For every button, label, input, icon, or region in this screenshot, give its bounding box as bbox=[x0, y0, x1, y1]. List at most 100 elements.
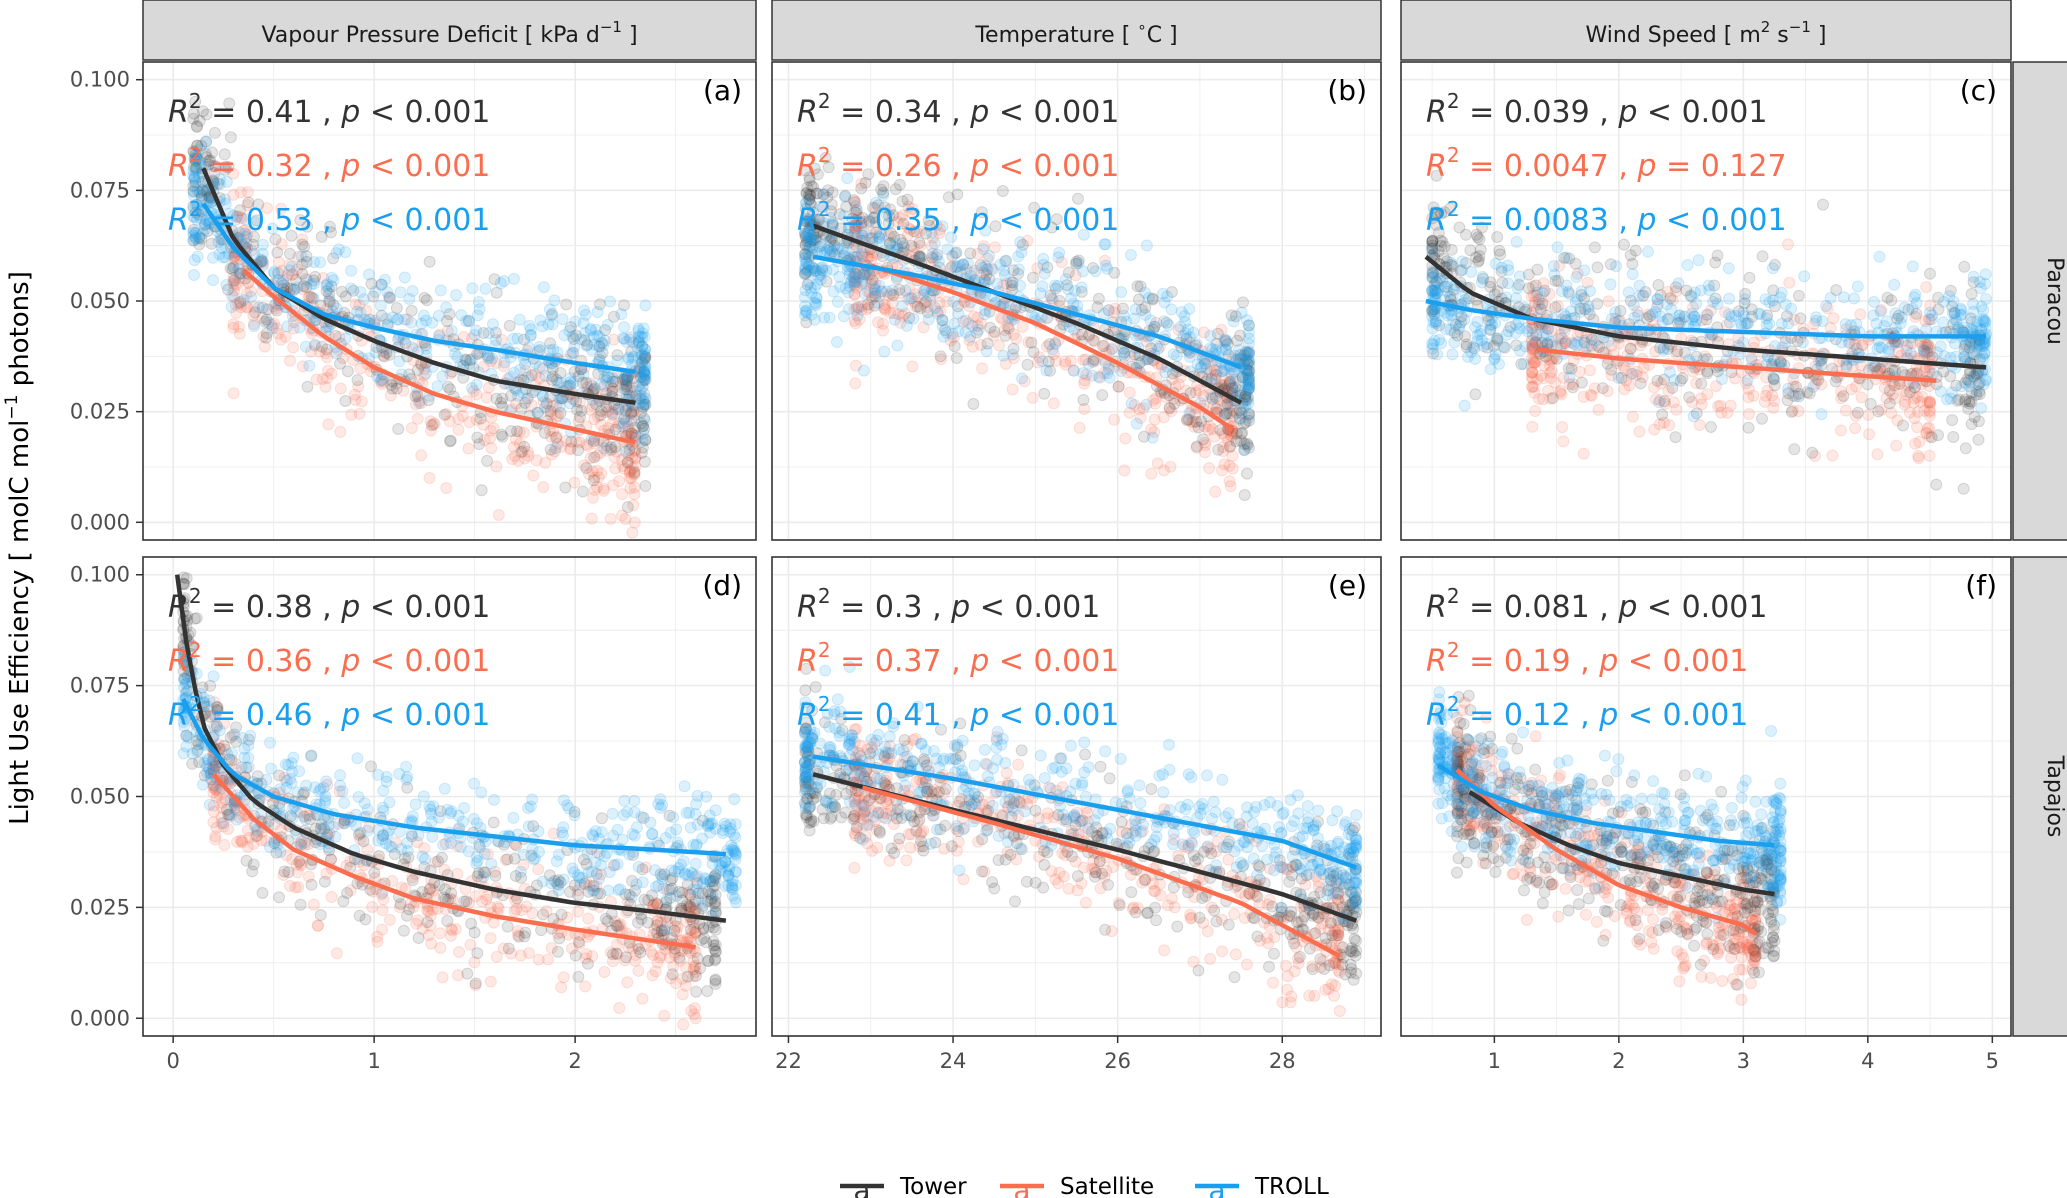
data-point-tower bbox=[618, 383, 631, 396]
data-point-troll bbox=[413, 397, 426, 409]
data-point-troll bbox=[848, 275, 861, 288]
data-point-tower bbox=[481, 454, 494, 467]
data-point-satellite bbox=[227, 261, 240, 274]
data-point-troll bbox=[240, 230, 253, 243]
data-point-tower bbox=[803, 193, 816, 206]
data-point-troll bbox=[202, 194, 215, 207]
data-point-tower bbox=[691, 952, 704, 965]
data-point-troll bbox=[1242, 374, 1255, 387]
data-point-tower bbox=[224, 262, 237, 275]
space bbox=[1024, 203, 1034, 238]
data-point-tower bbox=[339, 395, 352, 407]
data-point-satellite bbox=[848, 288, 861, 301]
data-point-satellite bbox=[1923, 449, 1936, 462]
data-point-troll bbox=[451, 351, 464, 364]
data-point-troll bbox=[1759, 293, 1772, 306]
data-point-tower bbox=[896, 195, 909, 208]
data-point-tower bbox=[1236, 371, 1249, 384]
data-point-troll bbox=[188, 254, 201, 267]
data-point-troll bbox=[323, 293, 336, 306]
data-point-troll bbox=[815, 239, 828, 252]
data-point-troll bbox=[1668, 374, 1681, 386]
data-point-troll bbox=[219, 251, 232, 264]
data-point-troll bbox=[330, 247, 343, 260]
data-point-tower bbox=[519, 396, 532, 409]
data-point-tower bbox=[293, 855, 306, 868]
data-point-satellite bbox=[963, 334, 976, 347]
data-point-troll bbox=[1237, 402, 1250, 414]
data-point-troll bbox=[932, 255, 945, 268]
data-point-tower bbox=[503, 319, 516, 332]
data-point-tower bbox=[187, 179, 200, 192]
data-point-tower bbox=[462, 314, 475, 327]
data-point-troll bbox=[1964, 375, 1977, 388]
data-point-satellite bbox=[893, 287, 906, 300]
data-point-satellite bbox=[302, 291, 315, 303]
data-point-troll bbox=[188, 211, 201, 224]
data-point-tower bbox=[406, 874, 419, 887]
data-point-satellite bbox=[647, 948, 659, 961]
data-point-tower bbox=[1223, 407, 1236, 420]
data-point-satellite bbox=[1742, 391, 1755, 404]
data-point-troll bbox=[830, 336, 843, 348]
data-point-satellite bbox=[622, 449, 635, 461]
data-point-troll bbox=[953, 259, 966, 272]
data-point-troll bbox=[638, 365, 651, 378]
data-point-troll bbox=[949, 261, 962, 274]
data-point-tower bbox=[464, 354, 477, 366]
data-point-satellite bbox=[581, 381, 594, 394]
data-point-tower bbox=[1792, 289, 1805, 302]
data-point-satellite bbox=[470, 388, 483, 401]
data-point-troll bbox=[194, 212, 207, 224]
data-point-satellite bbox=[1911, 421, 1924, 434]
data-point-troll bbox=[986, 263, 999, 276]
data-point-satellite bbox=[477, 418, 490, 431]
data-point-troll bbox=[811, 278, 824, 291]
data-point-satellite bbox=[1620, 374, 1633, 387]
data-point-troll bbox=[850, 276, 863, 289]
data-point-satellite bbox=[598, 966, 611, 978]
data-point-troll bbox=[227, 209, 240, 222]
p-symbol: p bbox=[340, 149, 360, 184]
data-point-troll bbox=[577, 317, 590, 330]
data-point-tower bbox=[337, 895, 350, 908]
data-point-satellite bbox=[855, 300, 868, 312]
data-point-tower bbox=[1242, 441, 1255, 454]
data-point-satellite bbox=[1108, 413, 1121, 426]
data-point-tower bbox=[409, 390, 422, 403]
data-point-troll bbox=[946, 327, 959, 340]
data-point-satellite bbox=[962, 300, 975, 313]
data-point-troll bbox=[593, 330, 606, 343]
data-point-tower bbox=[1043, 338, 1056, 351]
r-squared-superscript: 2 bbox=[1447, 197, 1460, 221]
data-point-troll bbox=[1205, 372, 1218, 385]
data-point-satellite bbox=[509, 433, 522, 446]
data-point-troll bbox=[1037, 252, 1050, 265]
data-point-tower bbox=[189, 154, 202, 167]
data-point-troll bbox=[799, 212, 812, 225]
data-point-troll bbox=[1175, 306, 1188, 318]
data-point-satellite bbox=[1618, 383, 1631, 396]
data-point-tower bbox=[1624, 342, 1637, 355]
data-point-satellite bbox=[902, 221, 914, 234]
data-point-troll bbox=[277, 274, 290, 287]
data-point-satellite bbox=[1218, 429, 1231, 442]
data-point-tower bbox=[189, 95, 202, 108]
data-point-troll bbox=[1532, 298, 1545, 311]
data-point-troll bbox=[1006, 348, 1019, 361]
data-point-satellite bbox=[898, 241, 911, 254]
data-point-troll bbox=[558, 329, 571, 342]
data-point-satellite bbox=[595, 418, 608, 431]
data-point-troll bbox=[207, 274, 219, 287]
data-point-troll bbox=[1242, 371, 1255, 384]
space bbox=[1637, 95, 1647, 130]
data-point-satellite bbox=[227, 188, 240, 201]
data-point-troll bbox=[870, 196, 882, 209]
data-point-satellite bbox=[1729, 372, 1741, 385]
data-point-troll bbox=[802, 226, 815, 239]
data-point-troll bbox=[977, 243, 990, 256]
data-point-troll bbox=[1738, 293, 1751, 306]
data-point-tower bbox=[1190, 415, 1203, 428]
data-point-satellite bbox=[1047, 397, 1060, 410]
data-point-troll bbox=[1431, 276, 1444, 289]
